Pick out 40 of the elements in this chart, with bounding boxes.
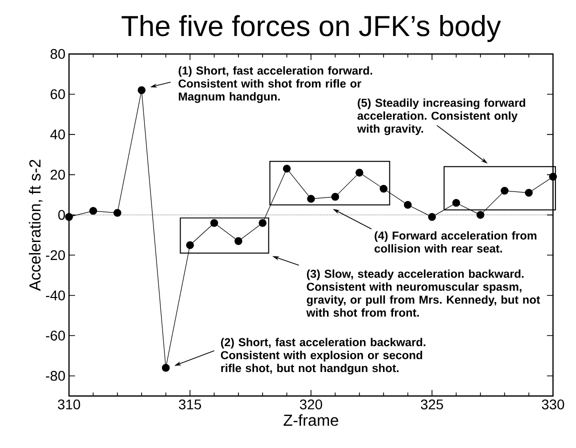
point: [356, 168, 364, 177]
point: [89, 207, 98, 215]
x-tick-label: 330: [542, 399, 564, 410]
point: [138, 86, 146, 94]
point: [282, 164, 291, 173]
y-tick-label: -20: [46, 250, 65, 260]
point: [65, 213, 73, 221]
point: [162, 364, 170, 372]
point: [258, 219, 267, 227]
chart-title: The five forces on JFK’s body: [122, 15, 501, 42]
point: [307, 194, 315, 203]
point: [331, 192, 340, 201]
x-axis-title: Z-frame: [284, 414, 338, 426]
annotation: (4) Forward acceleration from collision with rear seat.: [374, 231, 536, 253]
point: [524, 188, 533, 197]
x-tick-label: 315: [178, 399, 202, 410]
point: [452, 198, 460, 207]
y-tick-label: -60: [46, 330, 65, 341]
x-tick-label: 325: [420, 399, 444, 410]
y-tick-label: -80: [46, 370, 65, 381]
y-tick-label: 80: [50, 49, 65, 59]
x-tick-label: 310: [58, 399, 80, 410]
y-axis-title: Acceleration, ft s-2: [28, 160, 42, 291]
point: [380, 184, 388, 193]
y-tick-label: 0: [58, 210, 65, 220]
point: [476, 211, 484, 219]
point: [210, 219, 218, 227]
point: [234, 237, 242, 245]
point: [186, 241, 194, 249]
point: [500, 186, 509, 195]
y-tick-label: -40: [46, 290, 65, 300]
annotation: (2) Short, fast acceleration backward. Consistent with explosion or second rifle shot, but not handgun shot.: [220, 338, 426, 374]
y-tick-label: 20: [50, 170, 65, 180]
x-tick-label: 320: [300, 399, 322, 410]
annotation: (3) Slow, steady acceleration backward. Consistent with neuromuscular spasm, gravity, or pull from Mrs. Kennedy, but not with shot from front.: [306, 269, 540, 317]
point: [428, 213, 436, 221]
point: [114, 209, 122, 217]
y-tick-label: 40: [50, 130, 65, 140]
y-tick-label: 60: [50, 89, 65, 100]
point: [404, 200, 412, 209]
